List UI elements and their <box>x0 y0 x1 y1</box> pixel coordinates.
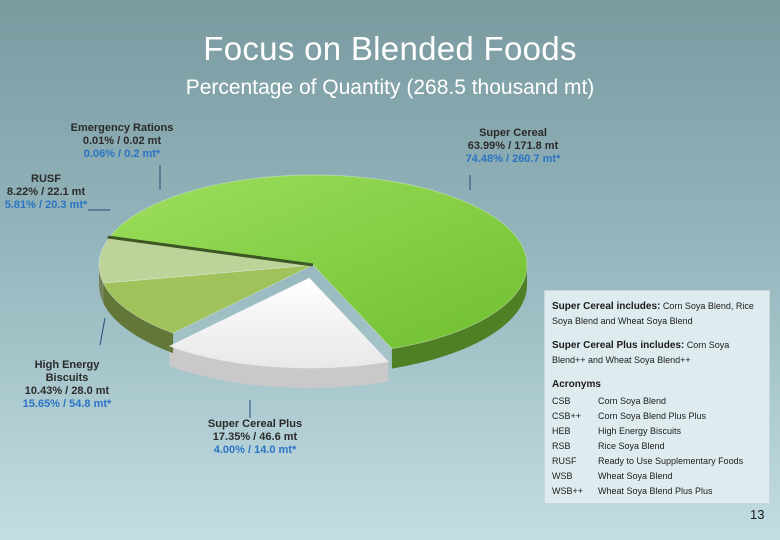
label-emergency-name: Emergency Rations <box>70 122 174 134</box>
label-super-cereal-value-star: 74.48% / 260.7 mt* <box>465 153 561 165</box>
acronyms-list: CSB Corn Soya Blend CSB++ Corn Soya Blend P… <box>552 394 762 499</box>
page-number: 13 <box>750 507 765 522</box>
info-scp-text: Corn Soya Blend++ and Wheat Soya Blend++ <box>552 340 730 365</box>
label-emergency-value-star: 0.06% / 0.2 mt* <box>83 148 161 160</box>
acronym-row: CSB Corn Soya Blend <box>552 394 762 409</box>
pie-side-rusf <box>99 265 104 304</box>
acronym-value: High Energy Biscuits <box>598 426 682 436</box>
label-emergency-rations: Emergency Rations 0.01% / 0.02 mt 0.06% … <box>62 122 182 161</box>
label-rusf-name: RUSF <box>31 173 61 185</box>
label-high-energy-biscuits: High Energy Biscuits 10.43% / 28.0 mt 15… <box>15 359 119 411</box>
info-box: Super Cereal includes: Corn Soya Blend, … <box>544 290 770 504</box>
pie-slice-emergency-rations <box>106 235 314 267</box>
label-super-cereal-name: Super Cereal <box>479 127 547 139</box>
label-super-cereal: Super Cereal 63.99% / 171.8 mt 74.48% / … <box>450 127 576 166</box>
acronym-row: CSB++ Corn Soya Blend Plus Plus <box>552 409 762 424</box>
pie-slice-rusf <box>98 236 314 284</box>
acronym-value: Corn Soya Blend Plus Plus <box>598 411 707 421</box>
label-super-cereal-value: 63.99% / 171.8 mt <box>467 140 559 152</box>
info-sc-heading: Super Cereal includes: <box>552 301 661 312</box>
pie-side-high-energy-biscuits <box>103 283 174 354</box>
label-heb-name1: High Energy <box>34 359 100 371</box>
pie-slice-super-cereal-plus <box>168 277 390 369</box>
info-scp-heading: Super Cereal Plus includes: <box>552 340 685 351</box>
label-scp-name: Super Cereal Plus <box>207 418 303 430</box>
acronym-value: Wheat Soya Blend Plus Plus <box>598 486 713 496</box>
label-scp-value: 17.35% / 46.6 mt <box>212 431 298 443</box>
label-heb-value-star: 15.65% / 54.8 mt* <box>22 398 112 410</box>
acronym-key: CSB++ <box>552 411 582 421</box>
acronym-value: Corn Soya Blend <box>598 396 667 406</box>
acronym-value: Wheat Soya Blend <box>598 471 673 481</box>
acronym-key: WSB <box>552 471 573 481</box>
acronym-key: WSB++ <box>552 486 584 496</box>
info-super-cereal-plus: Super Cereal Plus includes: Corn Soya Bl… <box>552 338 762 368</box>
acronym-value: Ready to Use Supplementary Foods <box>598 456 744 466</box>
acronym-row: RSB Rice Soya Blend <box>552 439 762 454</box>
acronym-row: WSB Wheat Soya Blend <box>552 469 762 484</box>
acronym-value: Rice Soya Blend <box>598 441 665 451</box>
pie-side-super-cereal <box>391 265 527 369</box>
acronyms-title: Acronyms <box>552 379 601 390</box>
pie-side-super-cereal-plus <box>169 346 389 389</box>
pie-slice-high-energy-biscuits <box>102 264 314 334</box>
pie-slice-super-cereal <box>108 174 528 350</box>
label-rusf-value: 8.22% / 22.1 mt <box>6 186 86 198</box>
acronym-key: RSB <box>552 441 571 451</box>
acronym-row: HEB High Energy Biscuits <box>552 424 762 439</box>
acronym-key: CSB <box>552 396 571 406</box>
acronym-key: RUSF <box>552 456 577 466</box>
acronym-row: WSB++ Wheat Soya Blend Plus Plus <box>552 484 762 499</box>
label-emergency-value: 0.01% / 0.02 mt <box>82 135 162 147</box>
acronym-key: HEB <box>552 426 571 436</box>
label-super-cereal-plus: Super Cereal Plus 17.35% / 46.6 mt 4.00%… <box>200 418 310 457</box>
chart-subtitle: Percentage of Quantity (268.5 thousand m… <box>185 76 595 99</box>
label-heb-name2: Biscuits <box>45 372 89 384</box>
label-heb-value: 10.43% / 28.0 mt <box>24 385 110 397</box>
leader-heb <box>99 317 106 346</box>
slide-title: Focus on Blended Foods <box>203 30 577 67</box>
acronym-row: RUSF Ready to Use Supplementary Foods <box>552 454 762 469</box>
label-rusf-value-star: 5.81% / 20.3 mt* <box>4 199 88 211</box>
label-rusf: RUSF 8.22% / 22.1 mt 5.81% / 20.3 mt* <box>0 173 92 212</box>
label-scp-value-star: 4.00% / 14.0 mt* <box>213 444 297 456</box>
info-super-cereal: Super Cereal includes: Corn Soya Blend, … <box>552 299 762 329</box>
info-sc-text: Corn Soya Blend, Rice Soya Blend and Whe… <box>552 301 754 326</box>
